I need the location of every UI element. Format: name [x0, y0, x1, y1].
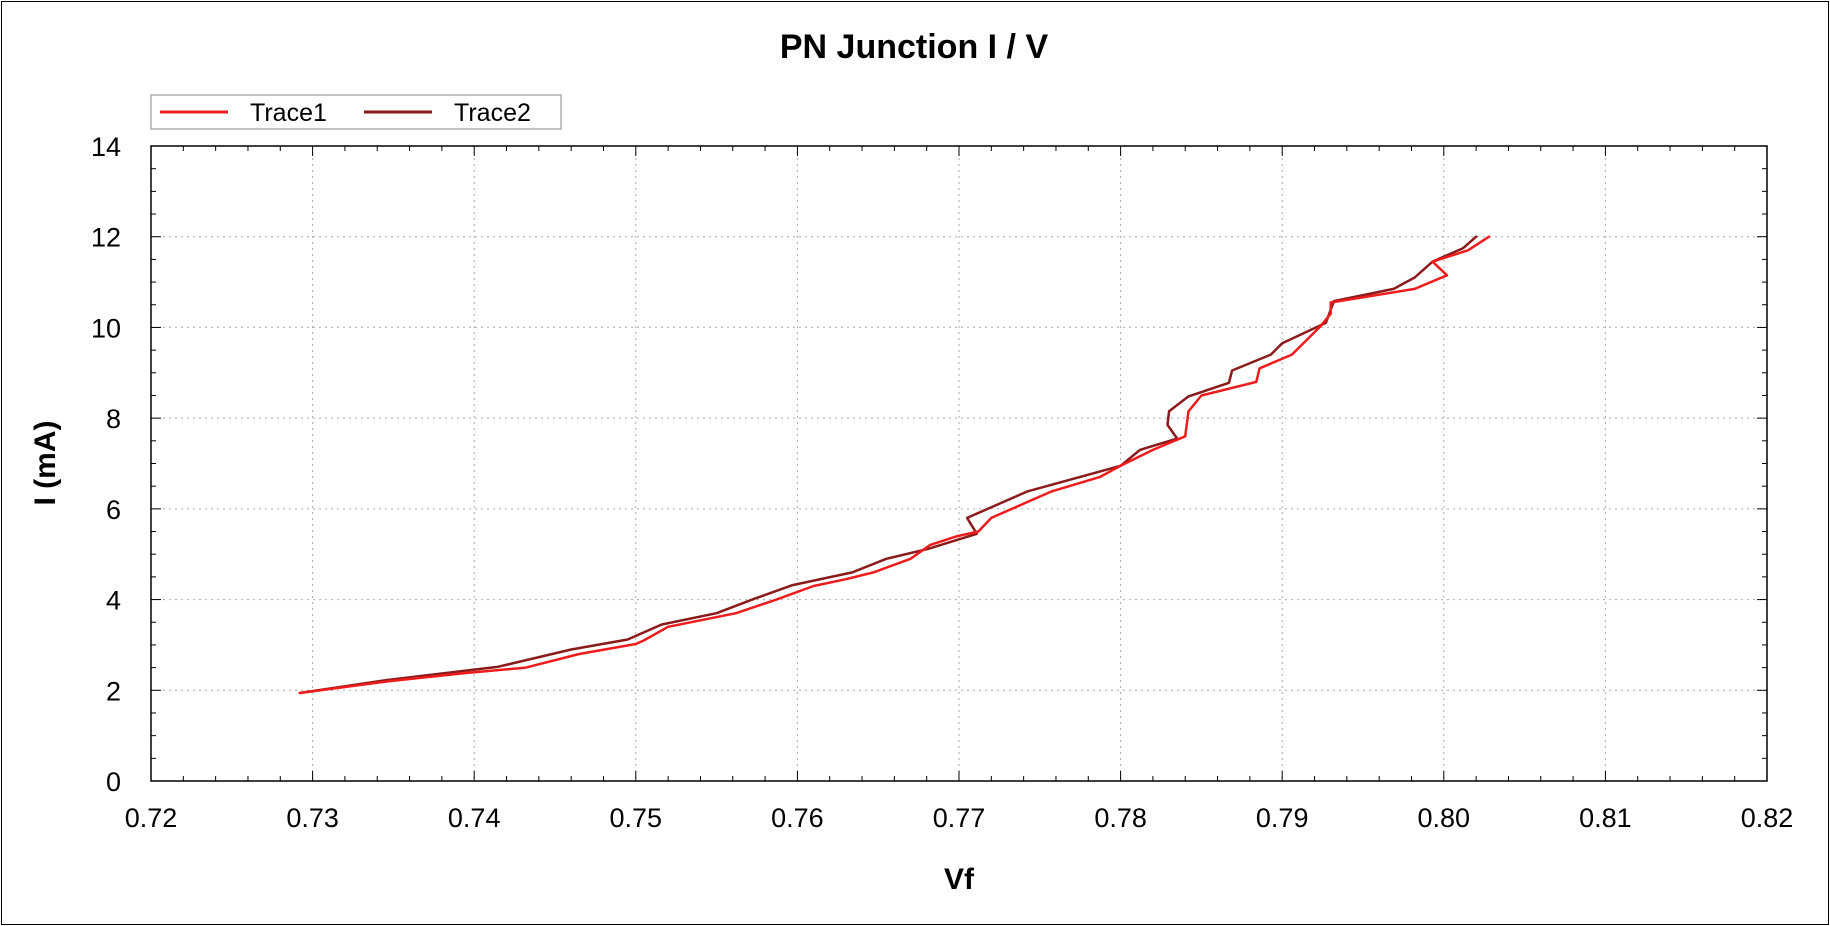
y-tick-label: 0 [106, 767, 121, 797]
y-tick-label: 8 [106, 404, 121, 434]
y-tick-labels: 0 2 4 6 8 10 12 14 [91, 132, 121, 797]
x-axis-label: Vf [944, 863, 975, 896]
ticks [150, 145, 1768, 782]
x-tick-label: 0.77 [933, 803, 986, 833]
x-tick-labels: 0.72 0.73 0.74 0.75 0.76 0.77 0.78 0.79 0.80 0.81… [125, 803, 1794, 833]
y-tick-label: 6 [106, 495, 121, 525]
x-tick-label: 0.80 [1418, 803, 1471, 833]
x-tick-label: 0.75 [610, 803, 663, 833]
y-tick-label: 14 [91, 132, 121, 162]
y-tick-label: 2 [106, 676, 121, 706]
y-axis-label: I (mA) [29, 421, 62, 506]
y-tick-label: 12 [91, 223, 121, 253]
plot-area-border [150, 145, 1768, 782]
x-tick-label: 0.79 [1256, 803, 1309, 833]
y-tick-label: 4 [106, 586, 121, 616]
x-tick-label: 0.74 [448, 803, 501, 833]
series-line-trace2 [298, 235, 1478, 695]
series-layer [298, 235, 1491, 695]
grid [151, 146, 1767, 781]
x-tick-label: 0.81 [1579, 803, 1632, 833]
chart-title: PN Junction I / V [780, 28, 1049, 66]
y-tick-label: 10 [91, 313, 121, 343]
legend-label-trace1: Trace1 [250, 99, 327, 127]
legend: Trace1 Trace2 [150, 94, 562, 130]
x-tick-label: 0.73 [286, 803, 339, 833]
x-tick-label: 0.72 [125, 803, 178, 833]
series-line-trace1 [298, 235, 1491, 695]
x-tick-label: 0.76 [771, 803, 824, 833]
x-tick-label: 0.82 [1741, 803, 1794, 833]
x-tick-label: 0.78 [1094, 803, 1147, 833]
legend-label-trace2: Trace2 [454, 99, 531, 127]
